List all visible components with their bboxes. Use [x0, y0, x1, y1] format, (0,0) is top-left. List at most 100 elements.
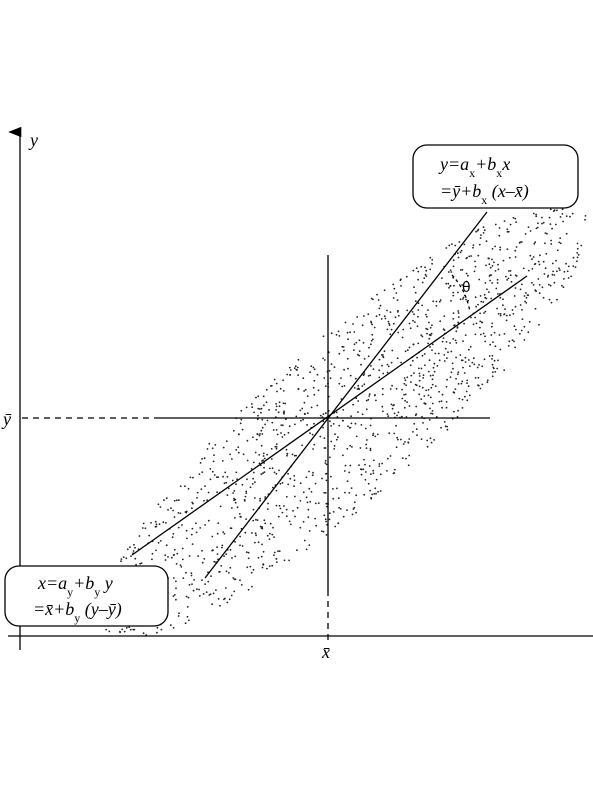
dot	[313, 379, 316, 382]
dot	[353, 331, 356, 333]
dot	[445, 406, 448, 409]
dot	[275, 561, 278, 563]
dot	[512, 313, 515, 315]
dot	[283, 559, 286, 562]
dot	[406, 376, 409, 379]
dot	[387, 415, 390, 417]
dot	[354, 422, 357, 425]
dot	[457, 383, 460, 385]
dot	[376, 433, 379, 436]
dot	[198, 588, 201, 591]
dot	[386, 371, 389, 374]
dot	[415, 428, 418, 431]
dot	[371, 323, 373, 326]
dot	[261, 566, 264, 569]
dot	[258, 408, 261, 410]
regression-y-on-x	[204, 211, 488, 579]
dot	[548, 216, 551, 219]
dot	[405, 275, 408, 278]
dot	[569, 215, 571, 218]
dot	[457, 256, 460, 259]
dot	[185, 510, 188, 513]
dot	[191, 507, 193, 510]
dot	[401, 457, 404, 459]
dot	[208, 442, 211, 445]
dot	[286, 452, 289, 455]
dot	[193, 579, 196, 581]
dot	[324, 518, 327, 521]
dot	[456, 327, 459, 329]
dot	[148, 534, 151, 537]
dot	[297, 374, 299, 376]
dot	[389, 311, 392, 313]
dot	[490, 297, 493, 300]
dot	[199, 527, 202, 529]
dot	[466, 399, 469, 402]
dot	[372, 469, 375, 472]
dot	[263, 457, 266, 460]
dot	[271, 421, 274, 424]
dot	[338, 382, 341, 385]
dot	[349, 374, 352, 377]
dot	[173, 548, 176, 551]
dot	[525, 302, 528, 304]
dot	[287, 431, 290, 434]
dot	[514, 274, 517, 277]
dot	[431, 410, 434, 412]
dot	[452, 318, 455, 320]
dot	[480, 321, 483, 324]
dot	[156, 626, 159, 629]
dot	[370, 320, 372, 323]
dot	[502, 298, 504, 301]
dot	[451, 243, 453, 246]
dot	[239, 422, 242, 425]
dot	[261, 418, 264, 421]
dot	[171, 556, 173, 559]
dot	[474, 296, 477, 299]
dot	[420, 265, 423, 268]
dot	[412, 389, 415, 391]
dot	[357, 387, 360, 390]
dot	[296, 506, 299, 509]
dot	[444, 347, 447, 350]
dot	[325, 479, 328, 482]
dot	[171, 536, 174, 539]
dot	[312, 448, 314, 450]
dot	[229, 527, 232, 529]
dot	[400, 438, 402, 441]
dot	[423, 277, 426, 280]
dot	[299, 409, 302, 412]
dot	[450, 300, 452, 302]
dot	[390, 403, 393, 406]
dot	[175, 587, 177, 590]
dot	[218, 571, 221, 573]
dot	[221, 544, 224, 547]
dot	[122, 556, 125, 559]
dot	[562, 286, 565, 289]
dot	[559, 237, 562, 240]
dot	[304, 413, 306, 416]
dot	[492, 367, 495, 370]
dot	[254, 451, 257, 454]
dot	[322, 530, 325, 533]
dot	[410, 374, 413, 377]
dot	[173, 594, 176, 596]
dot	[344, 491, 346, 494]
dot	[263, 519, 266, 522]
dot	[506, 248, 509, 251]
dot	[350, 487, 353, 489]
dot	[572, 265, 575, 267]
dot	[289, 523, 292, 526]
dot	[466, 382, 468, 384]
dot	[499, 246, 502, 249]
dot	[233, 578, 236, 581]
dot	[532, 256, 535, 258]
dot	[421, 386, 424, 389]
dot	[185, 571, 187, 574]
dot	[254, 541, 256, 544]
dot	[514, 305, 517, 308]
dot	[273, 536, 275, 538]
dot	[306, 424, 308, 426]
dot	[167, 509, 169, 511]
dot	[552, 270, 554, 273]
